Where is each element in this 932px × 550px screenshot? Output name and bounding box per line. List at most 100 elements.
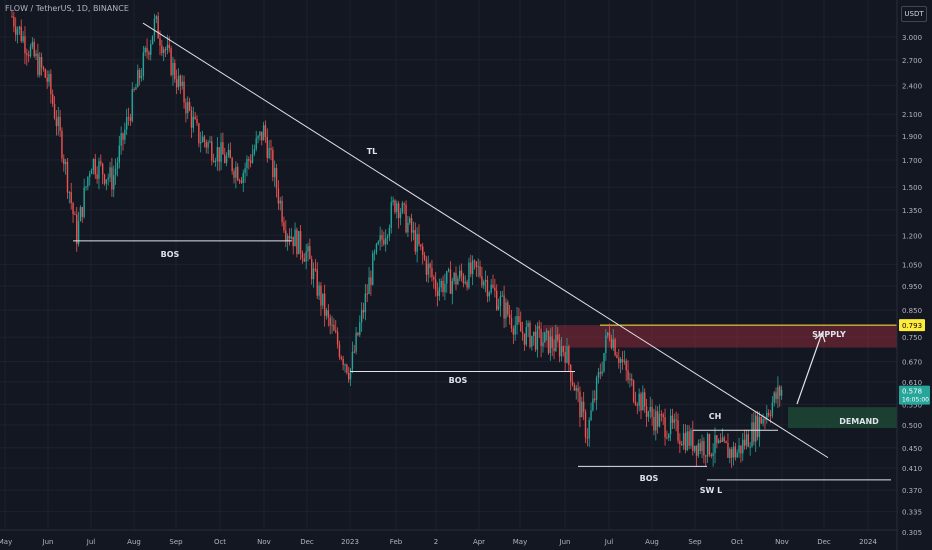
candle bbox=[647, 410, 650, 422]
candle bbox=[246, 155, 248, 177]
candle bbox=[470, 254, 472, 278]
candle bbox=[155, 15, 157, 24]
currency-button[interactable]: USDT bbox=[901, 6, 927, 22]
candle bbox=[144, 46, 146, 57]
candle bbox=[614, 337, 616, 357]
candle bbox=[449, 261, 452, 295]
x-tick-label: Jul bbox=[604, 538, 614, 546]
supply-zone bbox=[543, 325, 897, 348]
candle bbox=[682, 423, 685, 450]
candle bbox=[718, 438, 720, 444]
candle bbox=[205, 139, 207, 154]
candle bbox=[499, 291, 502, 317]
candle bbox=[66, 157, 69, 199]
label-ch: CH bbox=[709, 412, 722, 421]
candle bbox=[261, 131, 263, 146]
candle bbox=[431, 259, 433, 282]
candle bbox=[644, 388, 646, 413]
candle bbox=[120, 126, 122, 155]
candle bbox=[627, 360, 629, 384]
candle bbox=[586, 428, 589, 447]
candle bbox=[618, 348, 620, 369]
candle bbox=[662, 412, 664, 426]
candle bbox=[153, 13, 156, 42]
candle bbox=[457, 275, 459, 285]
symbol-title[interactable]: FLOW / TetherUS, 1D, BINANCE bbox=[5, 4, 129, 13]
trendline[interactable] bbox=[142, 22, 829, 459]
candle bbox=[373, 249, 376, 261]
candle bbox=[645, 398, 648, 428]
candle bbox=[547, 330, 550, 355]
y-tick-label: 1.500 bbox=[902, 184, 922, 192]
candle bbox=[607, 331, 609, 339]
candle bbox=[322, 293, 324, 310]
x-tick-label: Sep bbox=[169, 538, 183, 546]
candle bbox=[377, 240, 379, 246]
x-tick-label: 2023 bbox=[341, 538, 359, 546]
candle bbox=[723, 435, 725, 444]
candle bbox=[235, 161, 237, 189]
candle bbox=[666, 430, 668, 440]
candle bbox=[453, 271, 455, 285]
candle bbox=[736, 449, 738, 459]
projection-arrow[interactable] bbox=[796, 332, 823, 405]
y-tick-label: 1.050 bbox=[902, 261, 922, 269]
y-tick-label: 0.850 bbox=[902, 307, 922, 315]
candle bbox=[98, 157, 100, 190]
candle bbox=[163, 46, 165, 62]
candle bbox=[669, 408, 672, 441]
candle bbox=[621, 350, 624, 370]
candle bbox=[409, 216, 411, 225]
candle bbox=[79, 205, 82, 222]
price-axis[interactable] bbox=[897, 0, 932, 550]
candle bbox=[360, 302, 363, 332]
candle bbox=[207, 139, 209, 155]
candle bbox=[37, 43, 39, 78]
candle bbox=[446, 270, 448, 293]
candle bbox=[296, 227, 298, 258]
x-tick-label: Oct bbox=[214, 538, 226, 546]
candle bbox=[305, 243, 307, 270]
candle bbox=[773, 390, 775, 407]
candle-countdown: 16:05:00 bbox=[902, 397, 929, 404]
candle bbox=[729, 447, 731, 464]
candle bbox=[372, 250, 374, 286]
candle bbox=[571, 371, 574, 387]
candle bbox=[348, 366, 350, 383]
candle bbox=[521, 321, 524, 341]
candle bbox=[540, 322, 542, 358]
candle bbox=[386, 234, 389, 245]
time-axis[interactable] bbox=[0, 530, 932, 550]
candle bbox=[29, 43, 32, 59]
candle bbox=[327, 304, 330, 327]
candle bbox=[673, 413, 675, 429]
y-tick-label: 1.350 bbox=[902, 207, 922, 215]
candle bbox=[595, 375, 598, 411]
candle bbox=[581, 396, 583, 418]
grid bbox=[0, 0, 897, 533]
candle bbox=[623, 350, 626, 365]
candle bbox=[629, 372, 631, 388]
candle bbox=[679, 433, 681, 454]
candle bbox=[496, 284, 498, 311]
x-tick-label: Nov bbox=[257, 538, 271, 546]
candle bbox=[225, 152, 228, 167]
candle bbox=[473, 259, 476, 270]
candle bbox=[381, 229, 383, 247]
candle bbox=[523, 333, 526, 351]
candle bbox=[460, 263, 463, 282]
candle bbox=[290, 227, 293, 240]
candle bbox=[747, 429, 749, 448]
candle bbox=[503, 285, 505, 329]
last-price-tag: 0.578 16:05:00 bbox=[899, 385, 930, 405]
candle bbox=[597, 368, 600, 384]
candle bbox=[13, 11, 15, 33]
candle bbox=[336, 327, 339, 349]
candle bbox=[277, 180, 280, 210]
candle bbox=[44, 68, 46, 79]
candle bbox=[708, 433, 711, 457]
candle bbox=[251, 144, 254, 164]
candle bbox=[35, 49, 37, 61]
